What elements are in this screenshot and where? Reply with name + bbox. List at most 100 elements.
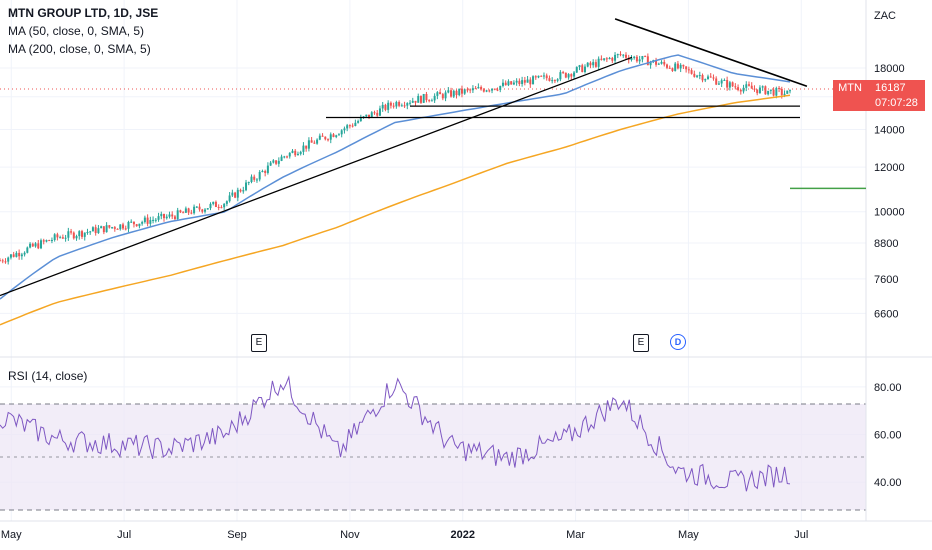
dividend-event-marker[interactable]: D [670,334,686,350]
candle-body [764,86,767,95]
ma200-legend[interactable]: MA (200, close, 0, SMA, 5) [8,42,151,56]
time-axis-ticks: May Jul Sep Nov 2022 Mar May Jul [1,529,808,541]
earnings-event-marker[interactable]: E [251,334,267,352]
candle-body [676,63,679,69]
candle-body [0,260,1,262]
price-tick-label: 10000 [874,207,905,219]
candle-body [130,221,133,223]
candle-body [422,93,425,103]
candle-body [100,226,103,229]
candle-body [712,77,715,79]
candle-body [72,232,75,239]
candle-body [594,62,597,67]
ma50-legend[interactable]: MA (50, close, 0, SMA, 5) [8,24,144,38]
time-tick-label: Nov [340,529,360,541]
candle-body [444,92,447,99]
candle-body [176,210,179,220]
candle-body [204,209,207,212]
candle-body [624,54,627,58]
candle-body [225,201,228,204]
candle-body [154,219,157,221]
bar-countdown: 07:07:28 [875,97,918,109]
candle-body [152,219,155,221]
candle-body [786,90,789,94]
candle-body [351,125,354,127]
symbol-title[interactable]: MTN GROUP LTD, 1D, JSE [8,6,158,20]
candle-body [318,135,321,140]
candle-body [242,190,245,192]
candle-body [731,82,734,87]
candle-body [275,160,278,164]
candle-body [335,135,338,137]
candle-body [750,85,753,89]
candle-body [288,152,291,157]
candle-body [53,234,56,241]
candle-body [704,79,707,81]
candle-body [488,90,491,92]
candle-body [406,103,409,106]
candle-body [496,89,499,91]
candle-body [250,176,253,183]
candle-body [665,64,668,68]
candle-body [316,139,319,144]
drawn-lines[interactable] [0,18,866,297]
candle-body [143,217,146,223]
candle-body [266,165,269,173]
candle-body [709,76,712,78]
candle-body [343,128,346,131]
candle-body [280,156,283,161]
candle-body [269,162,272,166]
candle-body [540,75,543,77]
rsi-tick-label: 60.00 [874,430,902,442]
candle-body [23,252,26,255]
candle-body [551,80,554,82]
candle-body [605,58,608,60]
candle-body [7,257,10,262]
candle-body [597,58,600,67]
symbol-title-text: MTN GROUP LTD, 1D, JSE [8,6,159,20]
candle-body [37,243,40,249]
candle-body [67,231,70,238]
candle-body [646,56,649,66]
candle-body [701,75,704,81]
rsi-legend[interactable]: RSI (14, close) [8,369,87,383]
candle-body [168,214,171,217]
candle-body [26,247,29,253]
candle-body [439,92,442,95]
candle-body [146,217,149,224]
candle-body [89,231,92,233]
candle-body [512,82,515,85]
candle-body [682,64,685,67]
time-tick-label: May [678,529,699,541]
candle-body [12,254,15,257]
candle-body [521,80,524,85]
earnings-event-marker[interactable]: E [633,334,649,352]
candle-body [657,63,660,65]
candle-body [493,88,496,90]
candle-body [507,81,510,86]
candle-body [447,90,450,93]
candle-body [286,156,289,158]
candle-body [717,83,720,85]
candle-body [94,227,97,234]
candle-body [458,88,461,96]
candle-body [15,252,18,257]
candle-body [327,139,330,141]
candle-body [761,86,764,88]
candle-body [332,134,335,137]
candle-body [450,90,453,97]
price-tick-label: 14000 [874,124,905,136]
candle-body [321,135,324,137]
candle-body [119,224,122,230]
candle-body [532,76,535,85]
candle-body [499,85,502,90]
candle-body [482,89,485,92]
candle-body [668,67,671,69]
candle-body [9,254,12,258]
price-tick-label: 7600 [874,274,898,286]
candle-body [742,87,745,92]
candle-body [127,221,130,229]
candle-body [769,89,772,91]
candle-body [644,56,647,58]
